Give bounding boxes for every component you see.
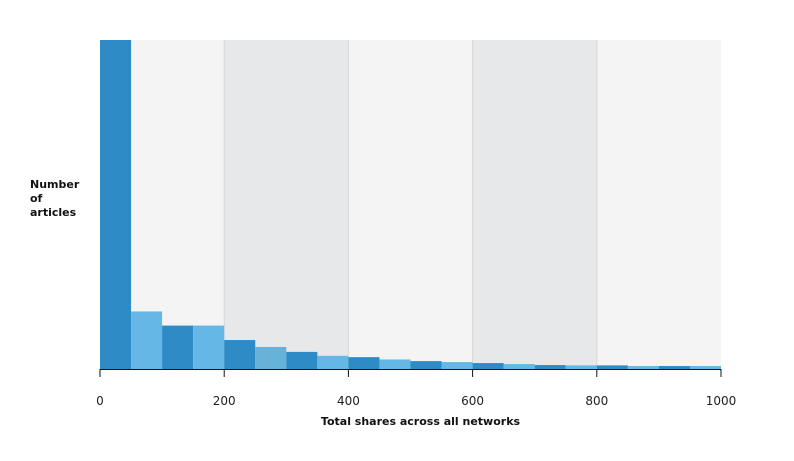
histogram-bar (534, 365, 566, 369)
histogram-bar (131, 311, 163, 369)
y-axis-label-line-1: Number (30, 178, 80, 191)
histogram-bar (627, 366, 659, 369)
histogram-bar (255, 346, 287, 369)
histogram-bar (689, 366, 721, 369)
histogram-bar (100, 40, 132, 369)
histogram-bar (565, 365, 597, 369)
x-tick-label: 600 (461, 394, 484, 408)
histogram-bar (224, 340, 256, 369)
histogram-bar (379, 359, 411, 369)
background-band-2 (224, 40, 349, 369)
histogram-bar (317, 355, 349, 369)
background-band-5 (596, 40, 721, 369)
x-axis-label: Total shares across all networks (321, 415, 521, 428)
y-axis-label: Number of articles (30, 178, 100, 220)
histogram-bar (286, 351, 318, 369)
histogram-bar (162, 325, 194, 369)
histogram-bar (472, 363, 504, 369)
background-bands (100, 40, 721, 369)
background-band-4 (472, 40, 597, 369)
histogram-bars (100, 40, 721, 369)
x-axis-ticks: 0 200 400 600 800 1000 (96, 369, 736, 408)
background-band-3 (348, 40, 473, 369)
y-axis-label-line-3: articles (30, 206, 77, 219)
histogram-bar (596, 365, 628, 369)
x-tick-label: 0 (96, 394, 104, 408)
histogram-bar (193, 325, 225, 369)
histogram-bar (410, 361, 442, 369)
x-tick-label: 400 (337, 394, 360, 408)
x-tick-label: 200 (213, 394, 236, 408)
histogram-bar (503, 364, 535, 369)
x-tick-label: 1000 (706, 394, 737, 408)
x-tick-label: 800 (585, 394, 608, 408)
y-axis-label-line-2: of (30, 192, 43, 205)
histogram-bar (348, 357, 380, 369)
histogram-bar (658, 366, 690, 369)
histogram-bar (441, 362, 473, 369)
